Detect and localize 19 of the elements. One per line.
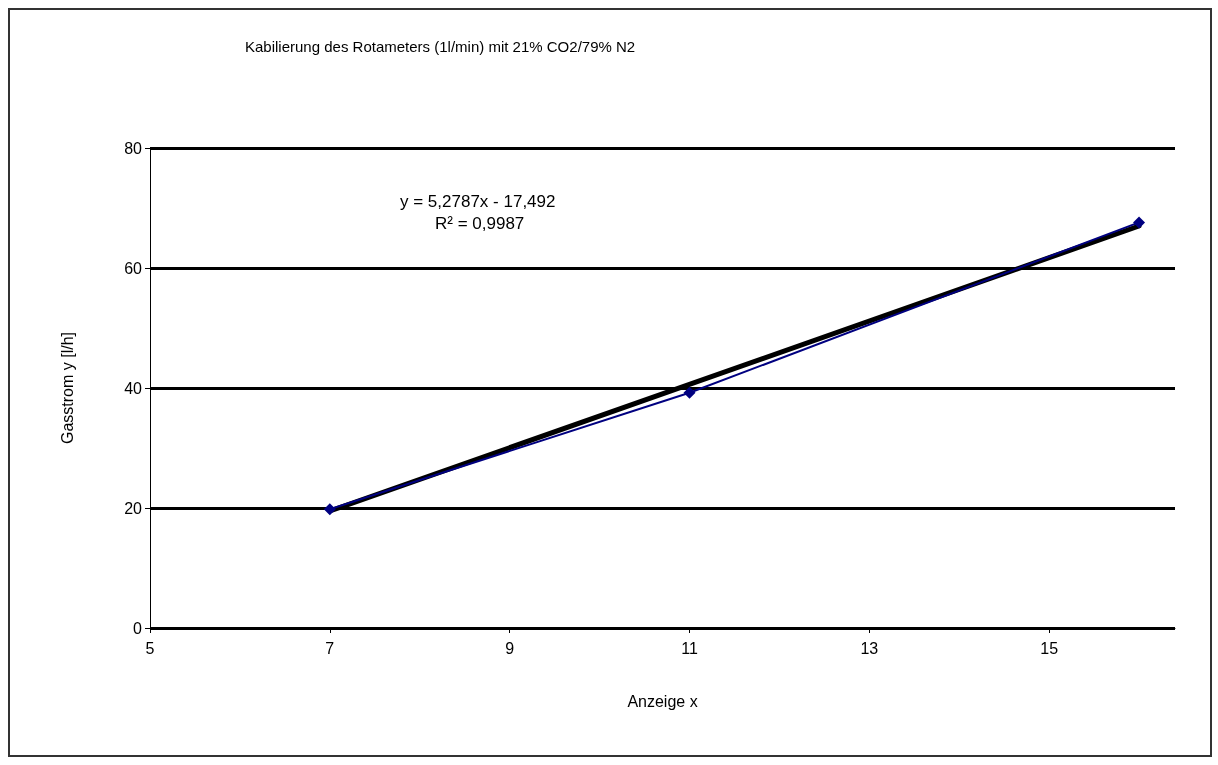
- y-tick-label: 60: [124, 259, 143, 277]
- point: [323, 503, 336, 516]
- x-tick-label: 13: [860, 639, 879, 657]
- annotation: y = 5,2787x - 17,492: [400, 192, 556, 211]
- annotation: R² = 0,9987: [435, 214, 525, 233]
- x-axis-title: Anzeige x: [627, 692, 698, 710]
- y-tick-label: 80: [124, 139, 143, 157]
- y-tick-label: 40: [124, 379, 143, 397]
- x-tick-label: 15: [1040, 639, 1059, 657]
- y-tick-label: 0: [133, 619, 143, 637]
- chart-title: Kabilierung des Rotameters (1l/min) mit 21% CO2/79% N2: [245, 38, 636, 55]
- point: [683, 386, 696, 399]
- y-tick-label: 20: [124, 499, 143, 517]
- x-tick-label: 5: [145, 639, 155, 657]
- point: [1133, 216, 1146, 229]
- x-tick-label: 7: [325, 639, 335, 657]
- x-tick-label: 9: [505, 639, 515, 657]
- x-tick-label: 11: [681, 639, 698, 657]
- y-axis-title: Gasstrom y [l/h]: [58, 331, 76, 445]
